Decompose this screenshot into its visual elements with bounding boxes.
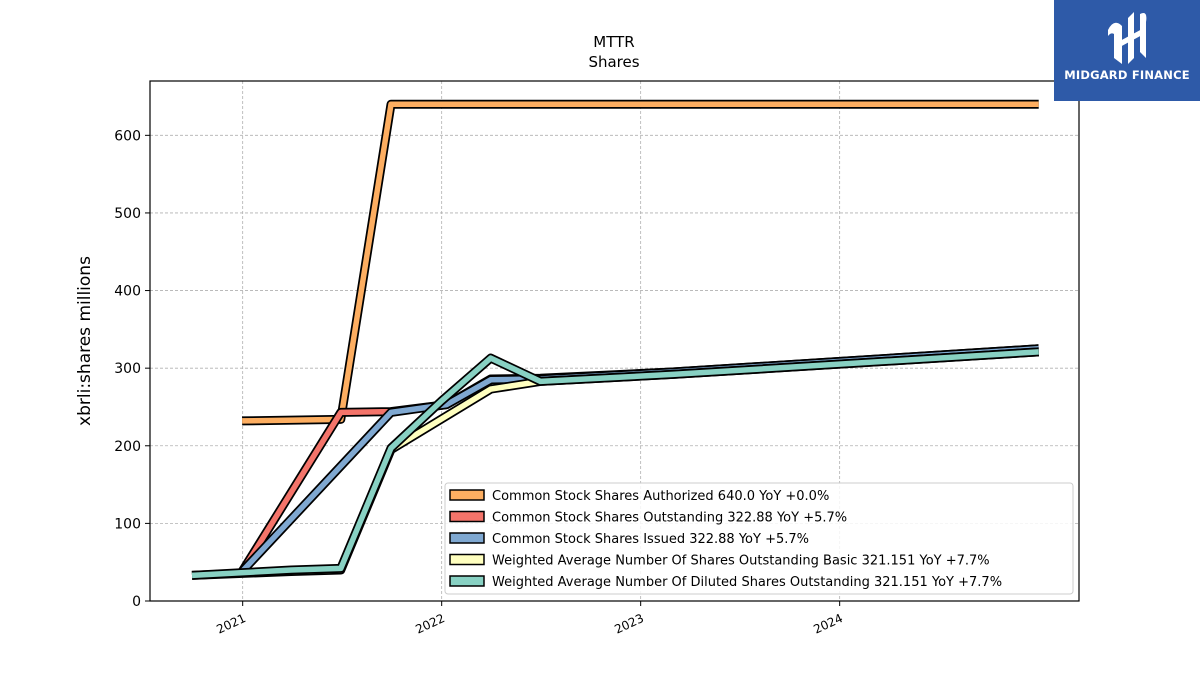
legend-swatch [449,553,485,566]
brand-logo: MIDGARD FINANCE [1054,0,1200,101]
legend-item: Weighted Average Number Of Shares Outsta… [449,553,990,569]
series-line [191,347,1039,580]
legend-item: Weighted Average Number Of Diluted Share… [449,575,1002,590]
legend-label: Weighted Average Number Of Diluted Share… [492,575,1002,590]
y-axis: 0 100 200 300 400 500 600 [114,128,150,610]
series-lines [191,99,1039,580]
y-tick-label: 200 [114,439,141,455]
x-tick-label: 2024 [811,611,845,637]
legend-label: Common Stock Shares Outstanding 322.88 Y… [492,511,847,526]
legend-swatch [449,532,485,544]
legend-box [444,482,1074,595]
x-tick-label: 2022 [413,611,447,637]
legend-label: Common Stock Shares Authorized 640.0 YoY… [492,489,829,504]
x-tick-label: 2023 [612,611,646,637]
chart-title: MTTR [593,33,634,51]
legend-swatch [449,575,485,587]
x-tick-label: 2021 [214,611,248,637]
series-path [242,101,1039,424]
legend-item: Common Stock Shares Authorized 640.0 YoY… [449,489,829,504]
y-axis-label: xbrli:shares millions [75,256,95,426]
plot-frame [149,80,1080,602]
y-tick-label: 500 [114,206,141,222]
legend: Common Stock Shares Authorized 640.0 YoY… [444,482,1074,595]
y-tick-label: 300 [114,361,141,377]
y-tick-label: 0 [132,594,141,610]
legend-swatch [449,489,485,501]
legend-item: Common Stock Shares Issued 322.88 YoY +5… [449,532,809,547]
series-path [191,349,1039,579]
logo-mark-icon [1108,12,1147,64]
y-tick-label: 100 [114,516,141,532]
gridlines [150,81,1079,602]
chart-subtitle: Shares [588,53,639,71]
legend-label: Common Stock Shares Issued 322.88 YoY +5… [492,532,809,547]
legend-label: Weighted Average Number Of Shares Outsta… [492,554,990,569]
legend-swatch [449,510,485,523]
legend-item: Common Stock Shares Outstanding 322.88 Y… [449,510,847,526]
x-axis: 2021 2022 2023 2024 [214,601,845,637]
y-tick-label: 600 [114,128,141,144]
y-tick-label: 400 [114,284,141,300]
logo-text: MIDGARD FINANCE [1064,68,1190,82]
series-line [242,99,1039,426]
